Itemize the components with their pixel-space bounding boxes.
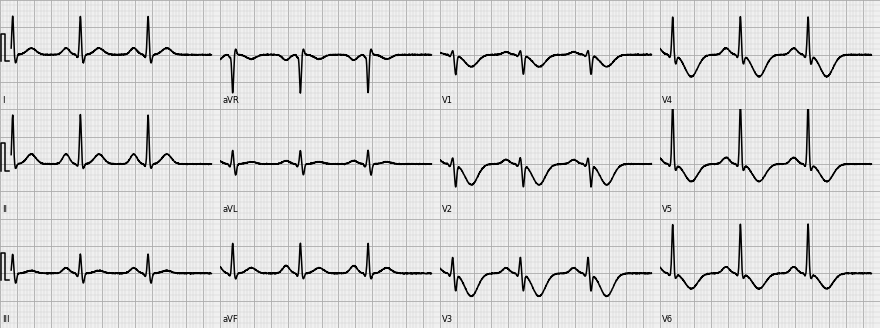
Text: III: III: [2, 315, 10, 324]
Text: V4: V4: [663, 96, 673, 105]
Text: aVF: aVF: [222, 315, 238, 324]
Text: V6: V6: [663, 315, 673, 324]
Text: II: II: [2, 205, 7, 214]
Text: I: I: [2, 96, 4, 105]
Text: V2: V2: [443, 205, 453, 214]
Text: aVR: aVR: [222, 96, 239, 105]
Text: aVL: aVL: [222, 205, 238, 214]
Text: V5: V5: [663, 205, 673, 214]
Text: V1: V1: [443, 96, 453, 105]
Text: V3: V3: [443, 315, 453, 324]
